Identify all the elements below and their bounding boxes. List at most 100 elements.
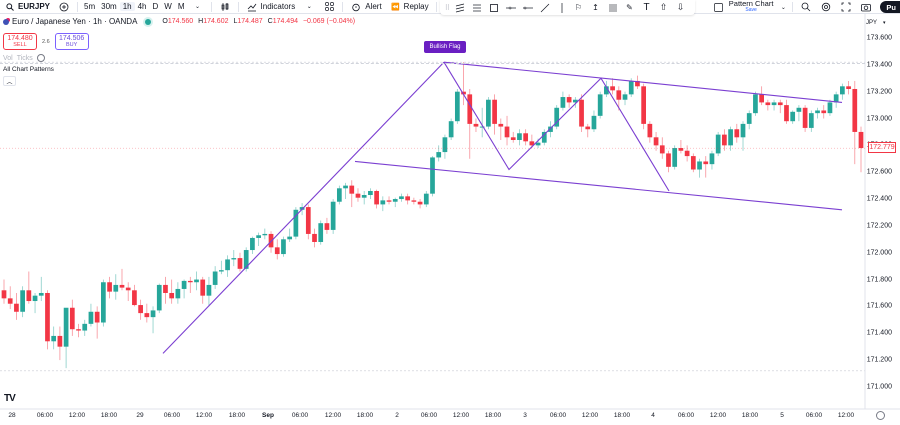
brush-icon[interactable]: ✎ (626, 3, 633, 12)
time-tick: 5 (780, 412, 784, 419)
drag-handle-icon[interactable]: ⠿ (444, 4, 451, 12)
layout-name-button[interactable]: Pattern Chart Save (725, 0, 778, 13)
vertical-line-icon[interactable] (554, 2, 570, 14)
bullish-flag-pattern[interactable] (162, 61, 843, 354)
interval-5m[interactable]: 5m (84, 2, 96, 11)
chevron-down-icon[interactable]: ⌄ (780, 4, 786, 11)
fullscreen-icon[interactable] (840, 1, 852, 13)
symbol-search-button[interactable]: EURJPY (0, 0, 54, 14)
sell-button[interactable]: 174.480 SELL (3, 33, 37, 50)
high-value: 174.602 (203, 18, 229, 25)
time-tick: 06:00 (677, 412, 695, 419)
alert-button[interactable]: Alert (346, 0, 385, 14)
time-tick: 06:00 (805, 412, 823, 419)
buy-button[interactable]: 174.506 BUY (54, 33, 89, 50)
time-tick: 12:00 (324, 412, 342, 419)
interval-4h[interactable]: 4h (137, 2, 147, 11)
price-tick: 173.600 (866, 34, 892, 42)
eye-hidden-icon[interactable] (36, 54, 45, 62)
collapse-legend-button[interactable]: ︿ (3, 76, 16, 86)
symbol-legend: Euro / Japanese Yen · 1h · OANDA O174.56… (3, 17, 355, 26)
price-tick: 172.200 (866, 222, 892, 230)
indicator-divider (0, 63, 865, 64)
grid-icon (323, 1, 335, 13)
time-tick: 2 (395, 412, 399, 419)
chevron-down-icon: ▾ (883, 20, 886, 26)
price-axis[interactable]: 173.600173.400173.200173.000172.800172.6… (865, 14, 900, 409)
time-tick: 12:00 (837, 412, 855, 419)
symbol-name: EURJPY (18, 2, 51, 11)
settings-icon[interactable] (820, 1, 832, 13)
time-tick: 06:00 (163, 412, 181, 419)
text-icon[interactable]: T (643, 2, 650, 13)
time-tick: 06:00 (549, 412, 567, 419)
long-position-icon[interactable]: ↥ (592, 3, 599, 12)
tradingview-logo[interactable]: TV (4, 393, 16, 404)
time-tick: 18:00 (484, 412, 502, 419)
layout-save-status: Save (745, 7, 757, 13)
interval-30m[interactable]: 30m (101, 2, 117, 11)
alarm-clock-icon (350, 1, 362, 13)
time-axis[interactable]: 28 06:00 12:00 18:00 29 06:00 12:00 18:00 Sep 06:… (0, 409, 900, 425)
time-tick: 12:00 (709, 412, 727, 419)
trend-line-icon[interactable] (537, 2, 553, 14)
rectangle-icon[interactable] (486, 2, 502, 14)
indicators-dropdown[interactable]: ⌄ (299, 0, 319, 14)
buy-label: BUY (66, 41, 78, 48)
time-tick: 12:00 (68, 412, 86, 419)
layout-name: Pattern Chart (728, 0, 774, 8)
quick-search-icon[interactable] (800, 1, 812, 13)
flag-icon[interactable]: ⚐ (574, 3, 583, 12)
indicators-button[interactable]: Indicators (242, 0, 300, 14)
interval-1h[interactable]: 1h (119, 2, 135, 11)
interval-D[interactable]: D (152, 2, 159, 11)
price-tick: 173.200 (866, 88, 892, 96)
volume-label: Vol (3, 54, 13, 62)
volume-legend: Vol Ticks (3, 54, 45, 62)
search-icon (4, 1, 16, 13)
trend-channel-icon[interactable] (452, 2, 468, 14)
replay-button[interactable]: ⏪ Replay (386, 0, 433, 14)
last-price-label: 172.779 (868, 142, 896, 153)
buy-price: 174.506 (59, 34, 85, 42)
alert-label: Alert (365, 2, 382, 11)
time-tick: Sep (262, 412, 274, 419)
symbol-title[interactable]: Euro / Japanese Yen · 1h · OANDA (12, 17, 138, 26)
sell-label: SELL (13, 41, 27, 48)
interval-dropdown[interactable]: ⌄ (188, 0, 208, 14)
camera-icon[interactable] (860, 1, 872, 13)
horizontal-line-icon[interactable] (520, 2, 536, 14)
interval-M[interactable]: M (177, 2, 185, 11)
price-tick: 172.000 (866, 249, 892, 257)
low-value: 174.487 (237, 18, 263, 25)
replay-label: Replay (403, 2, 429, 11)
templates-button[interactable] (319, 0, 339, 14)
price-tick: 171.200 (866, 356, 892, 364)
drawing-toolbar: ⠿ ⚐ ↥ ✎ T ⇧ ⇩ (440, 0, 695, 15)
interval-W[interactable]: W (164, 2, 172, 11)
arrow-down-icon[interactable]: ⇩ (676, 2, 685, 12)
compare-symbol-button[interactable] (54, 0, 74, 14)
trade-buttons: 174.480 SELL 2.6 174.506 BUY (3, 33, 89, 50)
close-label: C (267, 18, 273, 25)
price-tick: 172.600 (866, 168, 892, 176)
publish-button[interactable]: Pu (880, 1, 900, 13)
axis-settings-icon[interactable] (876, 411, 885, 420)
indicators-label: Indicators (260, 2, 296, 11)
price-tick: 171.800 (866, 276, 892, 284)
divider (77, 1, 79, 12)
layout-square-icon[interactable] (713, 1, 725, 13)
indicator-label[interactable]: All Chart Patterns (3, 66, 54, 73)
parallel-lines-icon[interactable] (469, 2, 485, 14)
horizontal-ray-icon[interactable] (503, 2, 519, 14)
currency-label: JPY (866, 20, 878, 26)
spread-value: 2.6 (42, 38, 50, 45)
time-tick: 28 (8, 412, 16, 419)
arrow-up-icon[interactable]: ⇧ (659, 2, 668, 12)
chevron-up-icon: ︿ (6, 79, 13, 86)
price-tick: 171.400 (866, 329, 892, 337)
currency-selector[interactable]: JPY ▾ (866, 20, 886, 26)
fib-retracement-icon[interactable] (605, 2, 621, 14)
chart-type-button[interactable] (215, 0, 235, 14)
